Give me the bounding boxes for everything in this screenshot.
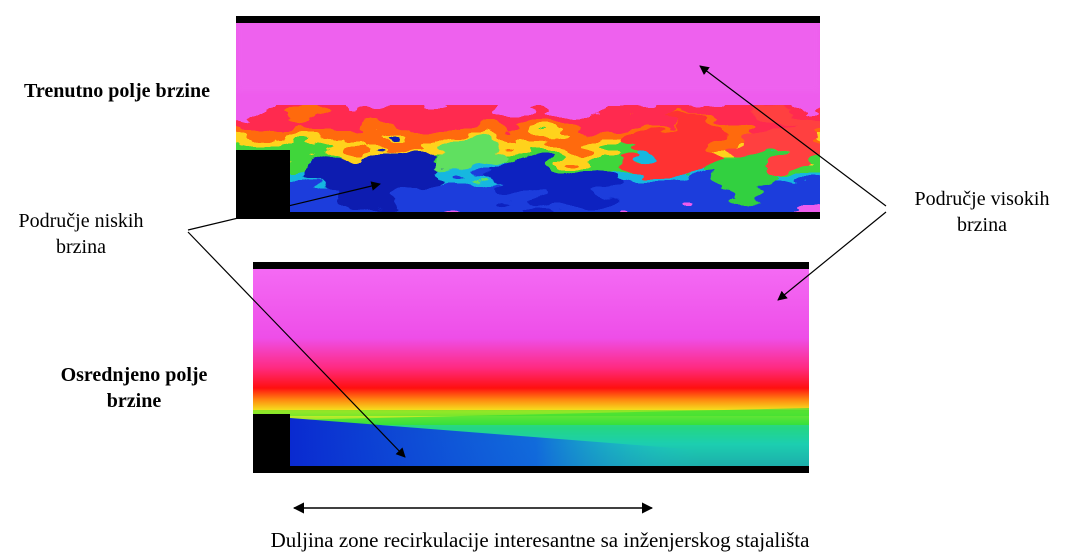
averaged-backward-step [253, 414, 290, 472]
lower-wall-bottom [253, 466, 809, 473]
leader-lines [187, 65, 887, 458]
high-speed-label: Područje visokih brzina [914, 188, 1050, 236]
lower-wall-top [253, 262, 809, 269]
averaged-field-title: Osrednjeno polje brzine [60, 364, 208, 412]
backward-step [236, 150, 290, 218]
instantaneous-field-title: Trenutno polje brzine [24, 80, 210, 102]
upper-wall-top [236, 16, 820, 23]
high-speed-leader-upper [699, 65, 887, 207]
low-speed-leader-upper [187, 181, 381, 231]
low-speed-label: Područje niskih brzina [18, 210, 144, 258]
upper-wall-bottom [236, 212, 820, 219]
low-speed-leader-lower [187, 231, 406, 458]
instantaneous-field-panel [236, 16, 820, 219]
high-speed-leader-lower [777, 211, 887, 301]
recirculation-caption: Duljina zone recirkulacije interesantne … [270, 528, 810, 552]
averaged-field-panel [253, 262, 809, 473]
